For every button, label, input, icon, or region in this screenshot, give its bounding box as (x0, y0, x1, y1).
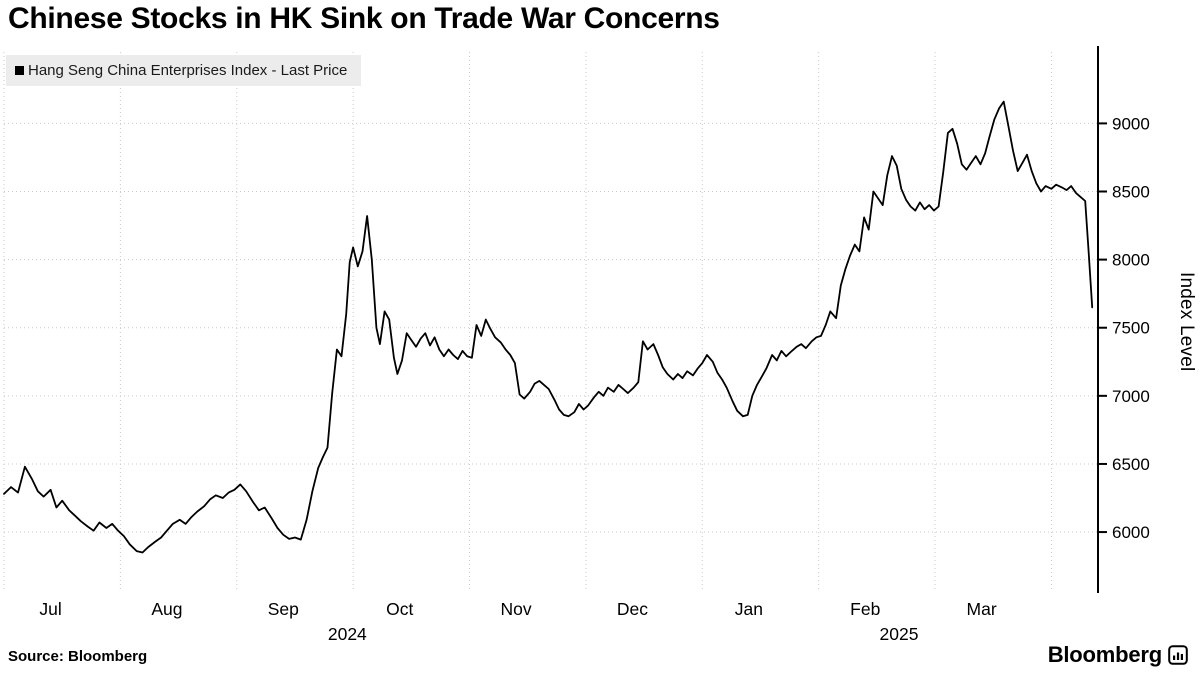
x-year-label: 2025 (880, 624, 919, 644)
legend-label: Hang Seng China Enterprises Index - Last… (28, 62, 348, 79)
y-tick-label: 8000 (1112, 251, 1150, 270)
legend: Hang Seng China Enterprises Index - Last… (6, 55, 362, 86)
bloomberg-chart-icon (1168, 645, 1188, 665)
y-tick-label: 6000 (1112, 523, 1150, 542)
bloomberg-wordmark: Bloomberg (1047, 642, 1163, 667)
source-attribution: Source: Bloomberg (8, 648, 148, 665)
x-month-label: Nov (501, 599, 532, 619)
y-tick-label: 8500 (1112, 183, 1150, 202)
y-tick-label: 7500 (1112, 319, 1150, 338)
x-month-label: Mar (967, 599, 997, 619)
legend-square-icon (15, 66, 24, 75)
y-tick-label: 7000 (1112, 387, 1150, 406)
y-tick-label: 6500 (1112, 455, 1150, 474)
price-line (3, 100, 1094, 554)
x-month-label: Sep (268, 599, 299, 619)
x-year-label: 2024 (328, 624, 367, 644)
bloomberg-logo: Bloomberg (1048, 642, 1188, 668)
x-month-label: Jan (735, 599, 763, 619)
x-month-label: Dec (617, 599, 648, 619)
x-month-label: Jul (39, 599, 61, 619)
chart-title: Chinese Stocks in HK Sink on Trade War C… (8, 2, 720, 35)
y-axis-title: Index Level (1176, 272, 1197, 372)
x-month-label: Feb (850, 599, 880, 619)
x-month-label: Oct (386, 599, 413, 619)
x-month-label: Aug (151, 599, 182, 619)
y-tick-label: 9000 (1112, 114, 1150, 133)
